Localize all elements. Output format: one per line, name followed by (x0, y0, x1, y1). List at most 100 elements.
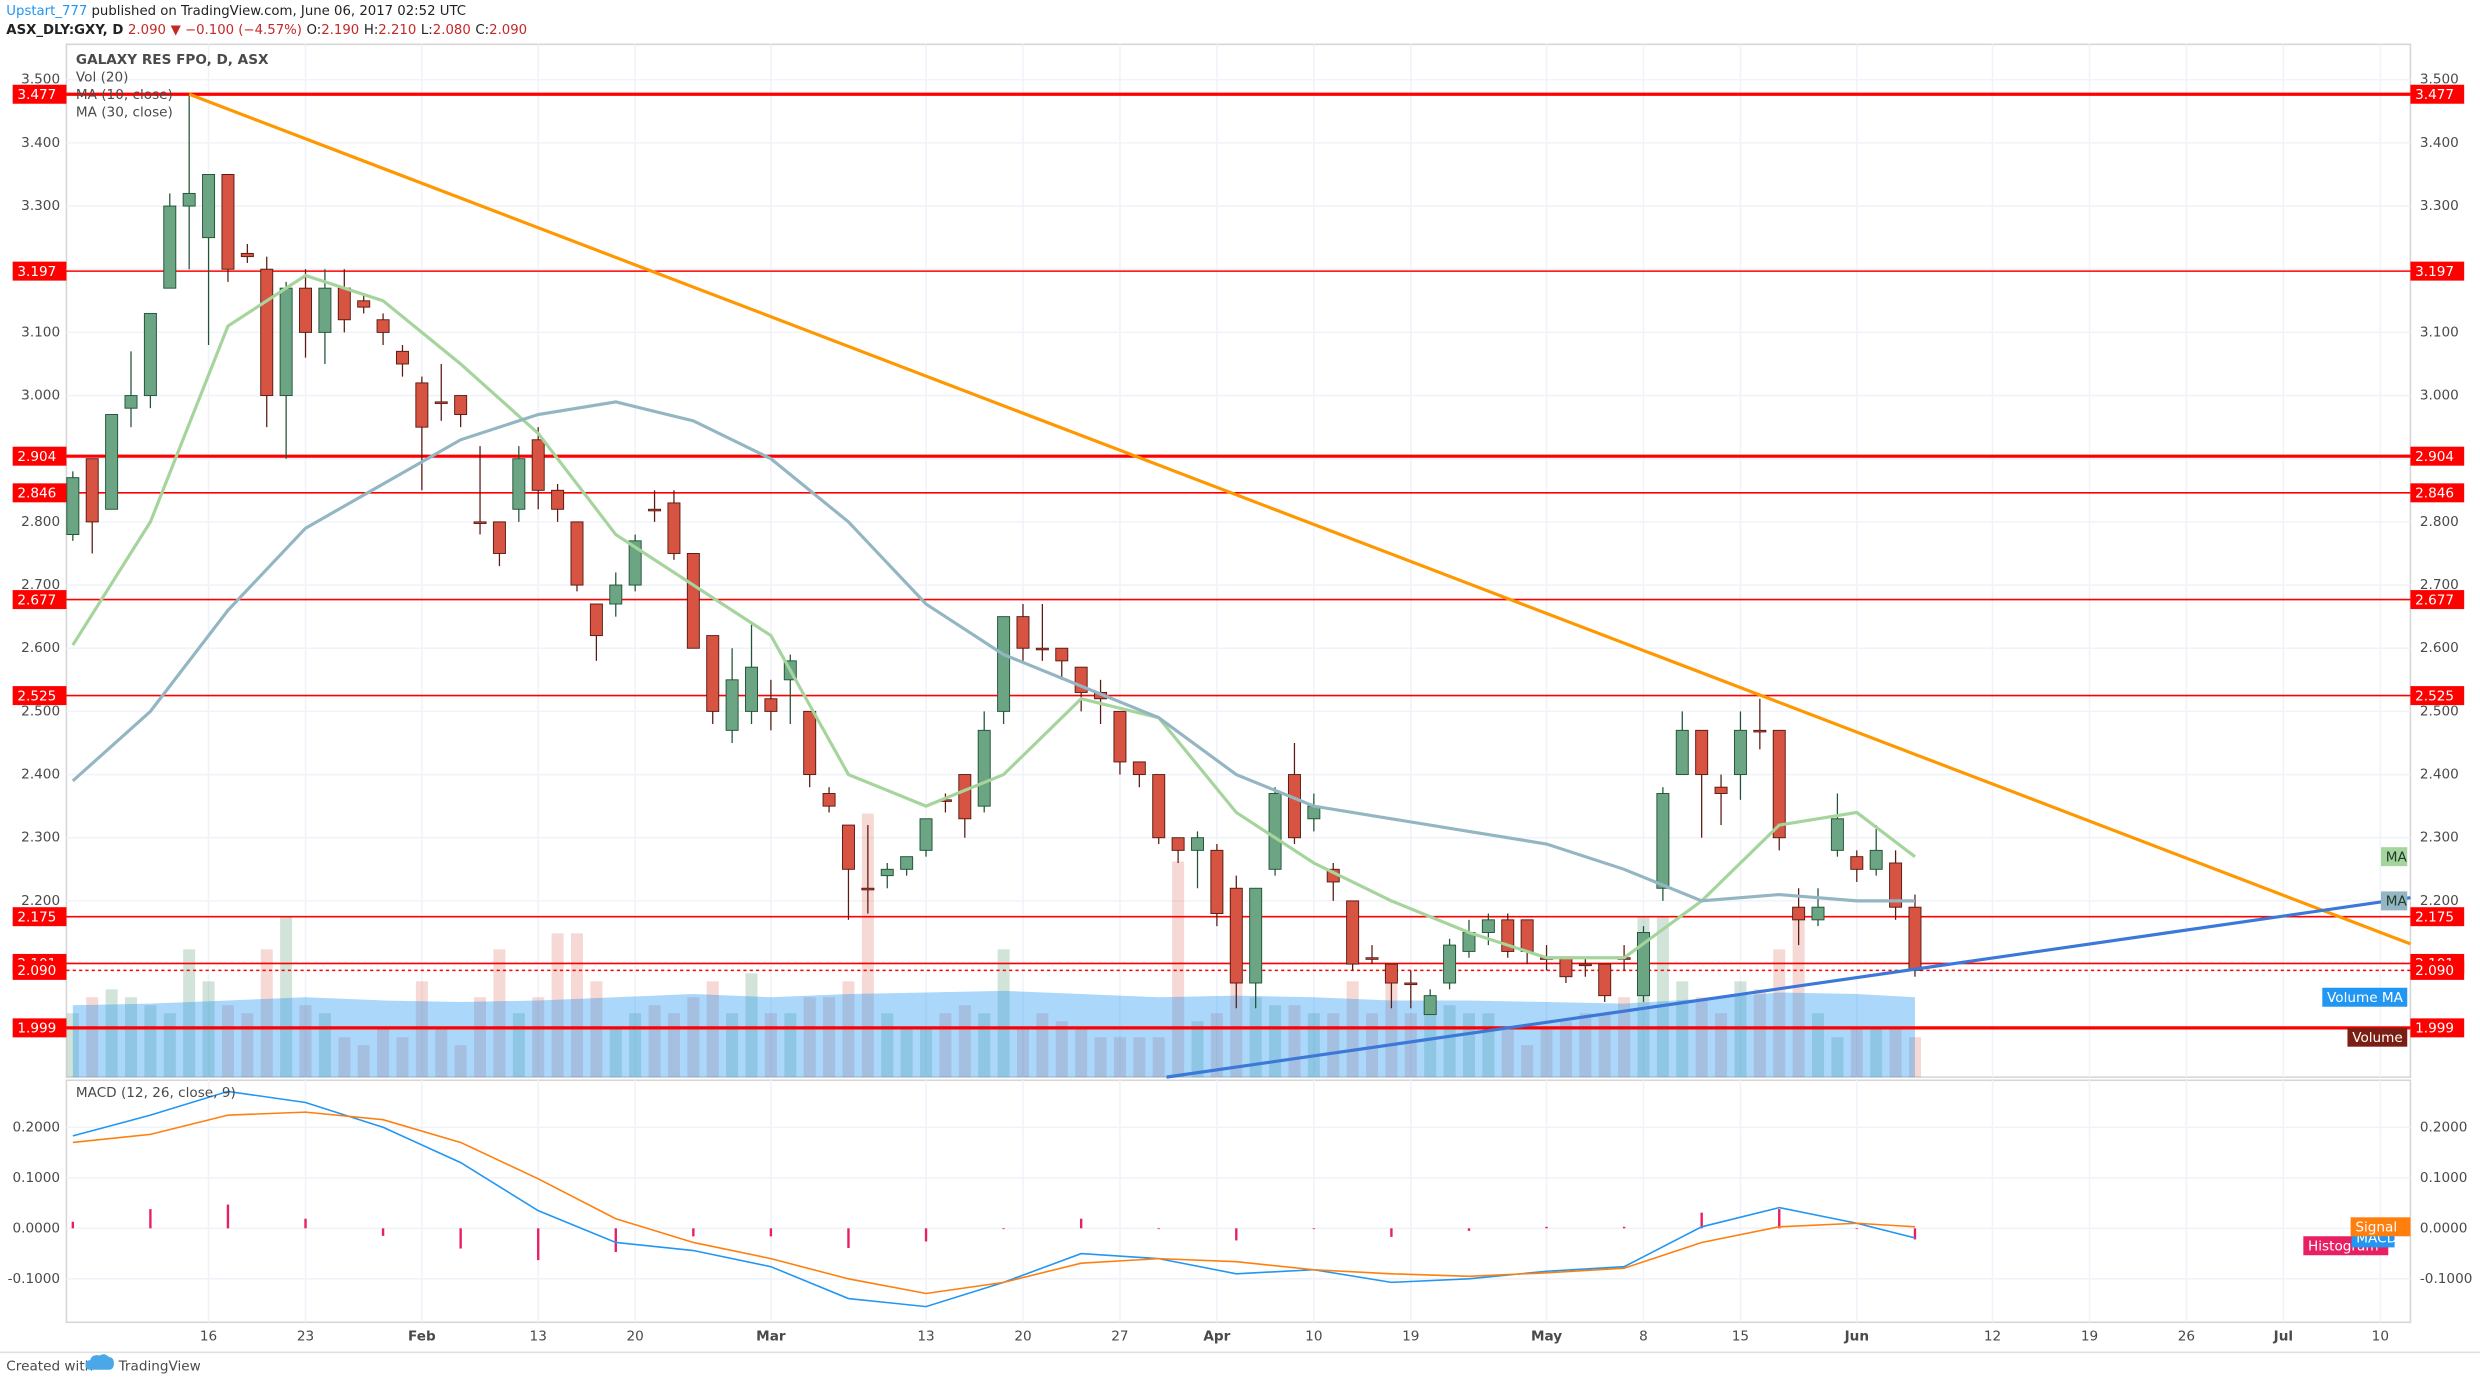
level-tag (12, 446, 67, 466)
candle-body (1035, 647, 1049, 651)
legend-entry: MA (10, close) (76, 87, 173, 103)
candle-body (1869, 849, 1883, 870)
candle-body (279, 287, 293, 397)
level-tag (12, 590, 67, 610)
histogram-bar (1913, 1228, 1917, 1240)
level-tag (12, 261, 67, 281)
candle-body (1191, 837, 1204, 851)
x-tick-label: 12 (1984, 1329, 2001, 1345)
histogram-bar (769, 1228, 773, 1237)
candle-body (686, 553, 700, 649)
candle-body (512, 458, 526, 510)
volume-bar (1152, 1037, 1165, 1078)
level-tag (12, 84, 67, 104)
author[interactable]: Upstart_777 (6, 4, 87, 19)
candle-body (841, 824, 855, 870)
level-tag-label: 3.477 (2415, 87, 2454, 103)
volume-bar (396, 1037, 409, 1078)
histogram-bar (381, 1228, 385, 1236)
plot-layer: 16 23 Feb 13 20 Mar 13 20 27 Apr 10 19 May 8 15 Jun 12 19… (8, 44, 2472, 1345)
series-tag-label: Volume MA (2327, 990, 2404, 1006)
candle-body (1365, 957, 1379, 960)
ohlc-value: 2.210 (378, 23, 416, 38)
y-tick-label: 2.400 (21, 767, 60, 783)
histogram-bar (459, 1228, 462, 1249)
candle-body (202, 174, 216, 239)
volume-bar (1559, 1021, 1572, 1078)
ma-line (71, 273, 1916, 960)
series-tag (2380, 891, 2408, 911)
y-tick-label: 3.500 (2420, 72, 2459, 88)
candle-body (551, 489, 565, 510)
candle-body (1249, 887, 1263, 984)
candle-body (299, 287, 313, 333)
volume-bar (1055, 1021, 1068, 1078)
volume-bar (648, 1005, 661, 1078)
y-tick-label: 2.200 (2420, 893, 2459, 909)
candle-body (1016, 616, 1030, 649)
volume-bar (1618, 997, 1631, 1078)
candle-body (628, 540, 642, 586)
series-tag-label: MA (2386, 849, 2408, 865)
level-tag (2410, 1018, 2465, 1038)
macd-title: MACD (12, 26, close, 9) (76, 1085, 236, 1101)
histogram-bar (614, 1228, 617, 1253)
volume-bar (1075, 1029, 1088, 1078)
volume-bar (1501, 1029, 1514, 1078)
candle-body (1637, 932, 1650, 997)
candle-body (570, 521, 584, 586)
volume-bar (1908, 1037, 1921, 1078)
candle-body (1210, 849, 1224, 915)
footer-brand[interactable]: TradingView (118, 1359, 201, 1375)
legend-entry: Vol (20) (76, 70, 129, 86)
candle-body (764, 698, 778, 712)
volume-bar (299, 1005, 312, 1078)
y-tick-label: 2.800 (21, 514, 60, 530)
candle-body (822, 793, 836, 807)
candle-body (1152, 774, 1166, 839)
histogram-bar (1079, 1218, 1083, 1229)
candle-body (1229, 887, 1243, 984)
candle-body (1268, 793, 1282, 870)
level-tag-label: 2.846 (2415, 486, 2454, 502)
y-tick-label: 3.500 (21, 72, 60, 88)
histogram-bar (692, 1228, 695, 1237)
candle-body (1908, 906, 1922, 971)
volume-bar (745, 973, 758, 1078)
candle-body (1675, 729, 1689, 776)
candle-body (1423, 995, 1437, 1016)
volume-bar (1521, 1045, 1534, 1078)
macd-line (72, 1111, 1916, 1295)
histogram-bar (1002, 1228, 1005, 1230)
candle-body (919, 818, 933, 851)
level-tag-label: 2.677 (2415, 592, 2454, 608)
candle-body (395, 350, 409, 365)
candle-body (337, 287, 351, 321)
histogram-bar (71, 1221, 75, 1229)
volume-bar (144, 1005, 157, 1078)
candle-body (105, 414, 119, 510)
y-tick-label: 2.600 (2420, 640, 2459, 656)
x-tick-label: Jul (2273, 1329, 2293, 1345)
candle-body (454, 395, 468, 415)
volume-bar (454, 1045, 467, 1078)
volume-bar (435, 1029, 448, 1078)
candle-body (163, 205, 177, 289)
level-tag (2410, 590, 2465, 610)
candle-body (85, 458, 99, 523)
candle-body (1578, 963, 1592, 967)
histogram-bar (149, 1209, 152, 1229)
x-tick-label: 19 (1402, 1329, 1419, 1345)
y-tick-label: 3.300 (2420, 198, 2459, 214)
candle-body (1404, 982, 1418, 986)
x-tick-label: Jun (1844, 1329, 1869, 1345)
candle-body (1714, 786, 1728, 794)
x-tick-label: 27 (1111, 1329, 1128, 1345)
level-tag-label: 3.477 (17, 87, 56, 103)
level-tag (12, 960, 67, 980)
level-tag-label: 2.175 (17, 909, 56, 925)
volume-bar (532, 997, 545, 1078)
level-tag (2410, 686, 2465, 706)
